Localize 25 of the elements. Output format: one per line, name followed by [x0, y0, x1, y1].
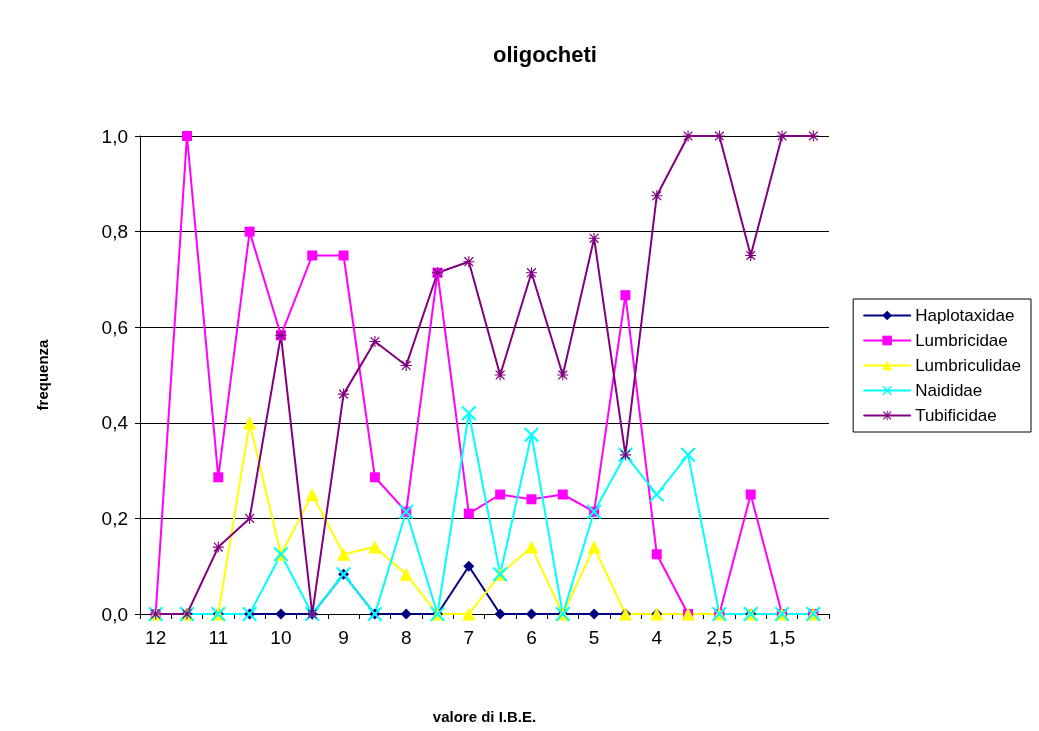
- x-tick-label: 7: [463, 627, 475, 648]
- x-tick-label: 1,5: [768, 627, 796, 648]
- x-tick-label: 11: [208, 627, 229, 648]
- legend-label: Tubificidae: [915, 406, 997, 425]
- y-tick-label: 1,0: [101, 125, 128, 147]
- y-axis-title: frequenza: [34, 338, 51, 411]
- x-tick-label: 8: [400, 627, 412, 648]
- x-tick-label: 5: [588, 627, 600, 648]
- legend-label: Lumbriculidae: [915, 356, 1022, 375]
- x-tick-label: 2,5: [706, 627, 733, 648]
- y-tick-label: 0,6: [101, 316, 128, 338]
- x-tick-label: 12: [145, 627, 167, 648]
- y-tick-label: 0,0: [101, 603, 128, 625]
- y-tick-label: 0,4: [101, 412, 129, 434]
- legend-label: Lumbricidae: [915, 331, 1008, 350]
- legend-label: Naididae: [915, 381, 983, 400]
- y-tick-label: 0,8: [101, 221, 128, 243]
- x-tick-label: 10: [270, 627, 292, 648]
- chart-title: oligocheti: [493, 41, 597, 67]
- x-axis-title: valore di I.B.E.: [432, 708, 537, 725]
- legend-label: Haplotaxidae: [915, 306, 1015, 325]
- y-tick-label: 0,2: [101, 507, 128, 529]
- x-tick-label: 9: [338, 627, 349, 648]
- x-tick-label: 6: [526, 627, 537, 648]
- x-tick-label: 4: [651, 627, 663, 648]
